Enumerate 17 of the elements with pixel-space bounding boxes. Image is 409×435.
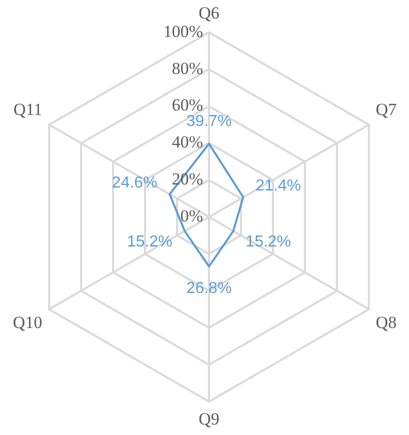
spoke-label: Q9 bbox=[198, 409, 220, 428]
data-label: 24.6% bbox=[112, 174, 158, 192]
y-tick-label: 80% bbox=[172, 58, 203, 78]
data-label: 26.8% bbox=[186, 280, 232, 297]
data-label: 15.2% bbox=[126, 233, 172, 250]
y-tick-label: 40% bbox=[172, 132, 203, 152]
y-tick-label: 0% bbox=[180, 206, 203, 226]
spoke-label: Q6 bbox=[198, 4, 220, 23]
spoke-label: Q10 bbox=[12, 312, 42, 332]
spoke-label: Q7 bbox=[376, 100, 398, 119]
data-label: 21.4% bbox=[256, 178, 301, 195]
spoke-label: Q8 bbox=[376, 312, 397, 332]
data-label: 39.7% bbox=[186, 113, 232, 130]
y-tick-label: 60% bbox=[172, 96, 203, 115]
y-tick-label: 100% bbox=[163, 22, 203, 41]
data-label: 15.2% bbox=[246, 233, 292, 250]
spoke-label: Q11 bbox=[14, 100, 42, 119]
